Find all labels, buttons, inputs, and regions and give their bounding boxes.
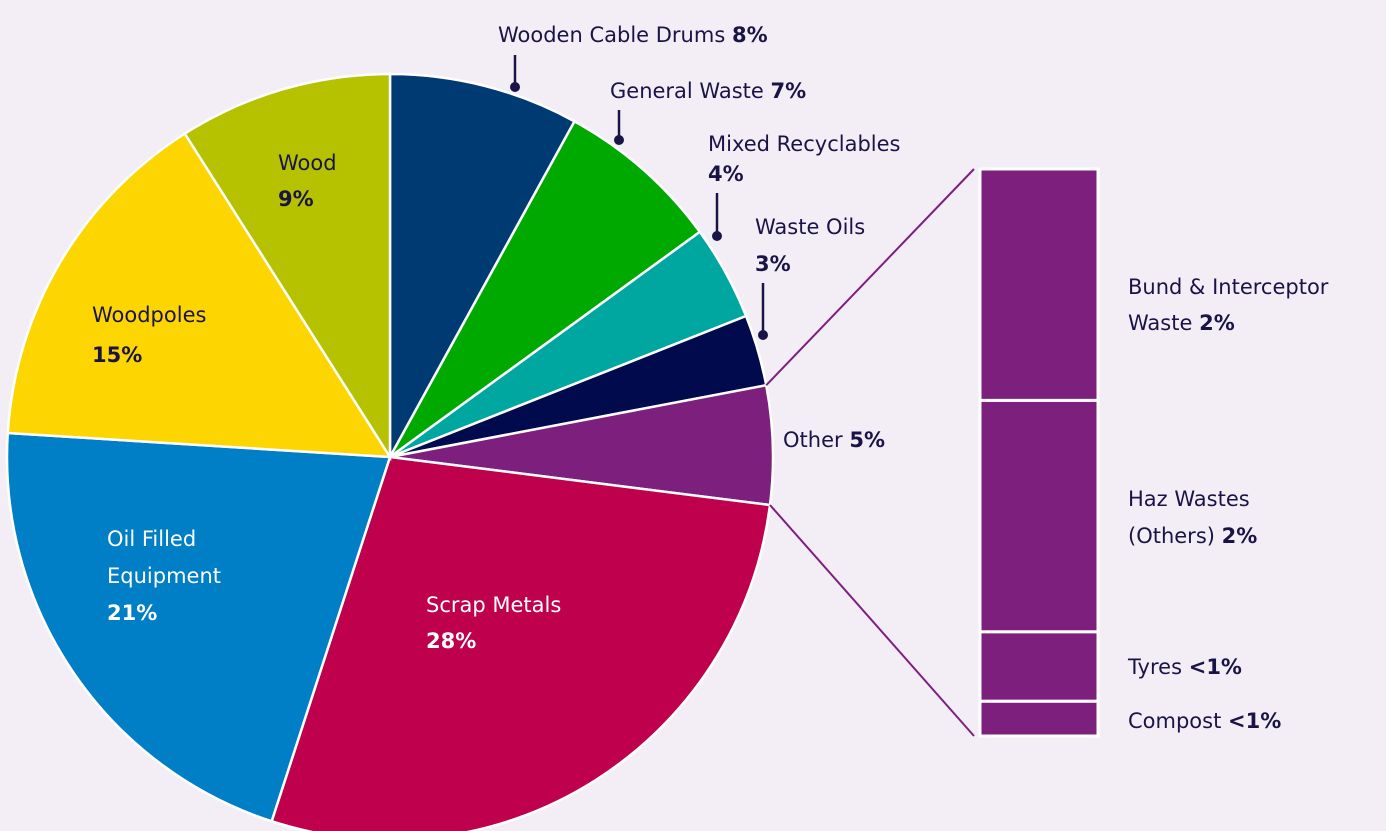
label-scrap-metals: Scrap Metals 28% (426, 593, 568, 653)
breakdown-connector-bottom (769, 504, 975, 737)
bar-segment-tyres (978, 630, 1100, 703)
leader-dot-general-waste (614, 135, 624, 145)
bar-segment-bund-interceptor-waste (978, 167, 1100, 402)
pie-slices (5, 72, 775, 831)
label-wooden-cable-drums: Wooden Cable Drums 8% (498, 23, 768, 47)
label-tyres: Tyres <1% (1127, 655, 1242, 679)
other-breakdown-bar (978, 167, 1100, 738)
label-mixed-recyclables: Mixed Recyclables 4% (708, 132, 907, 186)
bar-segment-haz-wastes-others (978, 398, 1100, 634)
label-compost: Compost <1% (1128, 709, 1281, 733)
slice-wood (183, 72, 392, 462)
label-woodpoles: Woodpoles 15% (92, 303, 213, 367)
slice-scrap-metals (270, 455, 772, 831)
bar-segment-compost (978, 699, 1100, 738)
slice-oil-filled-equipment (5, 431, 392, 823)
label-general-waste: General Waste 7% (610, 79, 806, 103)
label-oil-filled-equipment: Oil Filled Equipment 21% (107, 527, 228, 625)
slice-woodpoles (6, 131, 393, 459)
label-haz-wastes: Haz Wastes (Others) 2% (1128, 487, 1257, 548)
leader-dot-wooden-cable-drums (510, 82, 520, 92)
breakdown-connector-top (765, 168, 975, 386)
connector-lines (510, 55, 975, 737)
label-other: Other 5% (783, 428, 885, 452)
slice-wooden-cable-drums (388, 72, 577, 458)
leader-dot-mixed-recyclables (712, 231, 722, 241)
label-waste-oils: Waste Oils 3% (755, 215, 872, 276)
label-bund-interceptor-waste: Bund & Interceptor Waste 2% (1128, 275, 1335, 335)
slice-general-waste (388, 119, 702, 459)
leader-dot-waste-oils (758, 330, 768, 340)
label-wood: Wood 9% (278, 151, 343, 211)
